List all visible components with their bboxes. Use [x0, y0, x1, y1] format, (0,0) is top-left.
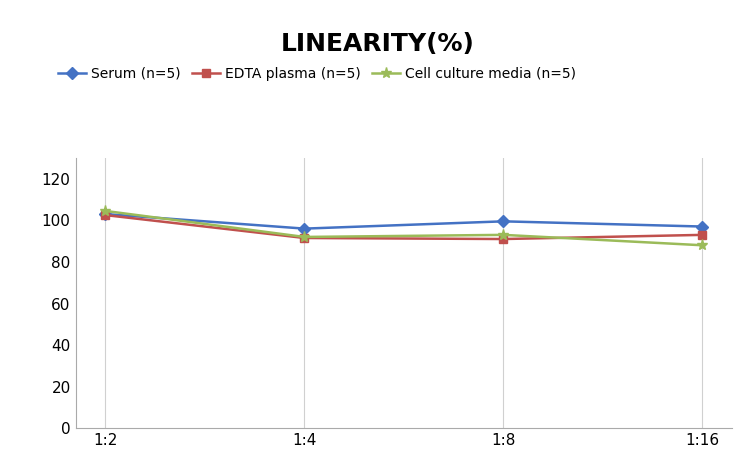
Cell culture media (n=5): [300, 234, 309, 239]
Line: Cell culture media (n=5): Cell culture media (n=5): [100, 205, 708, 251]
Text: LINEARITY(%): LINEARITY(%): [281, 32, 474, 55]
Line: EDTA plasma (n=5): EDTA plasma (n=5): [101, 211, 707, 243]
EDTA plasma (n=5): [499, 236, 508, 242]
Legend: Serum (n=5), EDTA plasma (n=5), Cell culture media (n=5): Serum (n=5), EDTA plasma (n=5), Cell cul…: [52, 61, 582, 86]
Line: Serum (n=5): Serum (n=5): [101, 210, 707, 233]
Serum (n=5): [101, 212, 110, 217]
Serum (n=5): [499, 219, 508, 224]
Cell culture media (n=5): [499, 232, 508, 238]
Cell culture media (n=5): [698, 243, 707, 248]
Serum (n=5): [300, 226, 309, 231]
EDTA plasma (n=5): [698, 232, 707, 238]
Serum (n=5): [698, 224, 707, 229]
Cell culture media (n=5): [101, 208, 110, 214]
EDTA plasma (n=5): [300, 235, 309, 241]
EDTA plasma (n=5): [101, 212, 110, 218]
